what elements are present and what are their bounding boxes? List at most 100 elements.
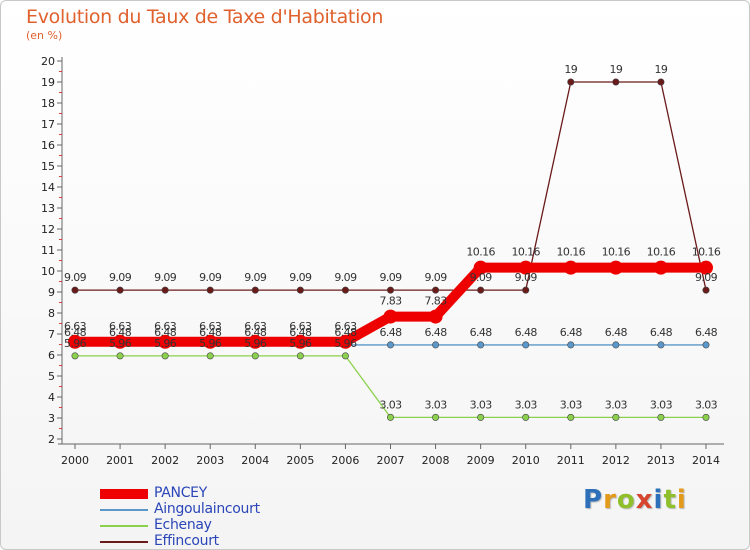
y-tick-label: 19 — [41, 76, 55, 89]
data-label-effincourt: 19 — [609, 63, 622, 76]
data-label-pancey: 6.63 — [334, 320, 357, 333]
y-tick-label: 8 — [48, 307, 55, 320]
data-point-pancey — [338, 334, 353, 349]
data-label-echenay: 3.03 — [470, 398, 493, 411]
data-label-aingoulaincourt: 6.48 — [650, 326, 673, 339]
data-label-echenay: 3.03 — [425, 398, 448, 411]
data-label-aingoulaincourt: 6.48 — [695, 326, 718, 339]
data-label-pancey: 10.16 — [557, 246, 586, 259]
data-point-effincourt — [657, 78, 665, 86]
data-label-echenay: 5.96 — [334, 337, 357, 350]
x-tick-label: 2014 — [692, 454, 720, 467]
data-label-echenay: 3.03 — [560, 398, 583, 411]
data-label-effincourt: 9.09 — [425, 271, 448, 284]
data-label-echenay: 3.03 — [379, 398, 402, 411]
x-tick-label: 2004 — [241, 454, 269, 467]
data-point-aingoulaincourt — [432, 341, 440, 349]
data-label-aingoulaincourt: 6.48 — [515, 326, 538, 339]
data-point-pancey — [248, 334, 263, 349]
data-point-pancey — [608, 260, 623, 275]
y-tick-label: 4 — [48, 391, 55, 404]
chart-data-labels: 9.09 9.09 9.09 9.09 9.09 9.09 9.09 9.09 9.09 9.09… — [64, 63, 721, 411]
data-point-pancey — [653, 260, 668, 275]
data-point-echenay — [567, 413, 575, 421]
y-tick-label: 10 — [41, 265, 55, 278]
data-label-effincourt: 9.09 — [244, 271, 267, 284]
data-point-echenay — [206, 352, 214, 360]
legend-swatch — [100, 525, 148, 527]
data-label-echenay: 3.03 — [695, 398, 718, 411]
data-point-aingoulaincourt — [477, 341, 485, 349]
data-point-effincourt — [161, 286, 169, 294]
data-label-aingoulaincourt: 6.48 — [289, 326, 312, 339]
y-tick-label: 5 — [48, 370, 55, 383]
data-label-pancey: 10.16 — [511, 246, 540, 259]
data-point-pancey — [383, 309, 398, 324]
data-label-echenay: 5.96 — [154, 337, 177, 350]
y-tick-label: 2 — [48, 433, 55, 446]
data-label-pancey: 6.63 — [154, 320, 177, 333]
x-tick-label: 2011 — [557, 454, 585, 467]
data-label-aingoulaincourt: 6.48 — [605, 326, 628, 339]
data-point-pancey — [68, 334, 82, 349]
data-point-echenay — [432, 413, 440, 421]
data-label-aingoulaincourt: 6.48 — [470, 326, 493, 339]
data-point-echenay — [657, 413, 665, 421]
data-point-aingoulaincourt — [567, 341, 575, 349]
y-tick-label: 20 — [41, 55, 55, 68]
x-tick-label: 2000 — [61, 454, 89, 467]
data-point-echenay — [251, 352, 259, 360]
chart-series — [68, 78, 713, 421]
y-tick-label: 18 — [41, 97, 55, 110]
x-tick-label: 2009 — [467, 454, 495, 467]
data-label-pancey: 7.83 — [379, 295, 402, 308]
data-point-aingoulaincourt — [612, 341, 620, 349]
x-tick-label: 2003 — [196, 454, 224, 467]
data-label-aingoulaincourt: 6.48 — [64, 326, 87, 339]
proxiti-logo: Proxiti — [583, 485, 687, 515]
data-point-effincourt — [522, 286, 530, 294]
data-label-effincourt: 9.09 — [64, 271, 87, 284]
data-point-aingoulaincourt — [386, 341, 394, 349]
data-label-echenay: 5.96 — [199, 337, 222, 350]
data-point-pancey — [293, 334, 308, 349]
y-tick-label: 3 — [48, 412, 55, 425]
y-tick-label: 17 — [41, 118, 55, 131]
data-label-aingoulaincourt: 6.48 — [425, 326, 448, 339]
data-point-pancey — [473, 260, 488, 275]
x-tick-label: 2005 — [286, 454, 314, 467]
x-tick-label: 2010 — [512, 454, 540, 467]
data-label-pancey: 6.63 — [244, 320, 267, 333]
data-point-echenay — [386, 413, 394, 421]
data-point-effincourt — [296, 286, 304, 294]
data-label-pancey: 10.16 — [602, 246, 631, 259]
data-label-pancey: 6.63 — [64, 320, 87, 333]
data-label-pancey: 7.83 — [425, 295, 448, 308]
y-tick-label: 12 — [41, 223, 55, 236]
data-point-effincourt — [432, 286, 440, 294]
data-point-effincourt — [702, 286, 710, 294]
data-label-effincourt: 9.09 — [289, 271, 312, 284]
y-tick-label: 16 — [41, 139, 55, 152]
y-tick-label: 13 — [41, 202, 55, 215]
data-point-effincourt — [477, 286, 485, 294]
data-label-pancey: 6.63 — [199, 320, 222, 333]
legend-label: Effincourt — [154, 533, 219, 549]
data-point-pancey — [158, 334, 173, 349]
data-label-echenay: 3.03 — [650, 398, 673, 411]
data-point-echenay — [296, 352, 304, 360]
legend-swatch — [100, 541, 148, 543]
x-tick-label: 2002 — [151, 454, 179, 467]
data-point-effincourt — [206, 286, 214, 294]
data-point-echenay — [341, 352, 349, 360]
data-label-pancey: 10.16 — [692, 246, 721, 259]
data-label-effincourt: 9.09 — [470, 271, 493, 284]
data-label-echenay: 5.96 — [109, 337, 132, 350]
data-point-echenay — [702, 413, 710, 421]
x-tick-label: 2007 — [377, 454, 405, 467]
y-tick-label: 9 — [48, 286, 55, 299]
data-label-aingoulaincourt: 6.48 — [379, 326, 402, 339]
data-point-effincourt — [116, 286, 124, 294]
data-point-echenay — [612, 413, 620, 421]
